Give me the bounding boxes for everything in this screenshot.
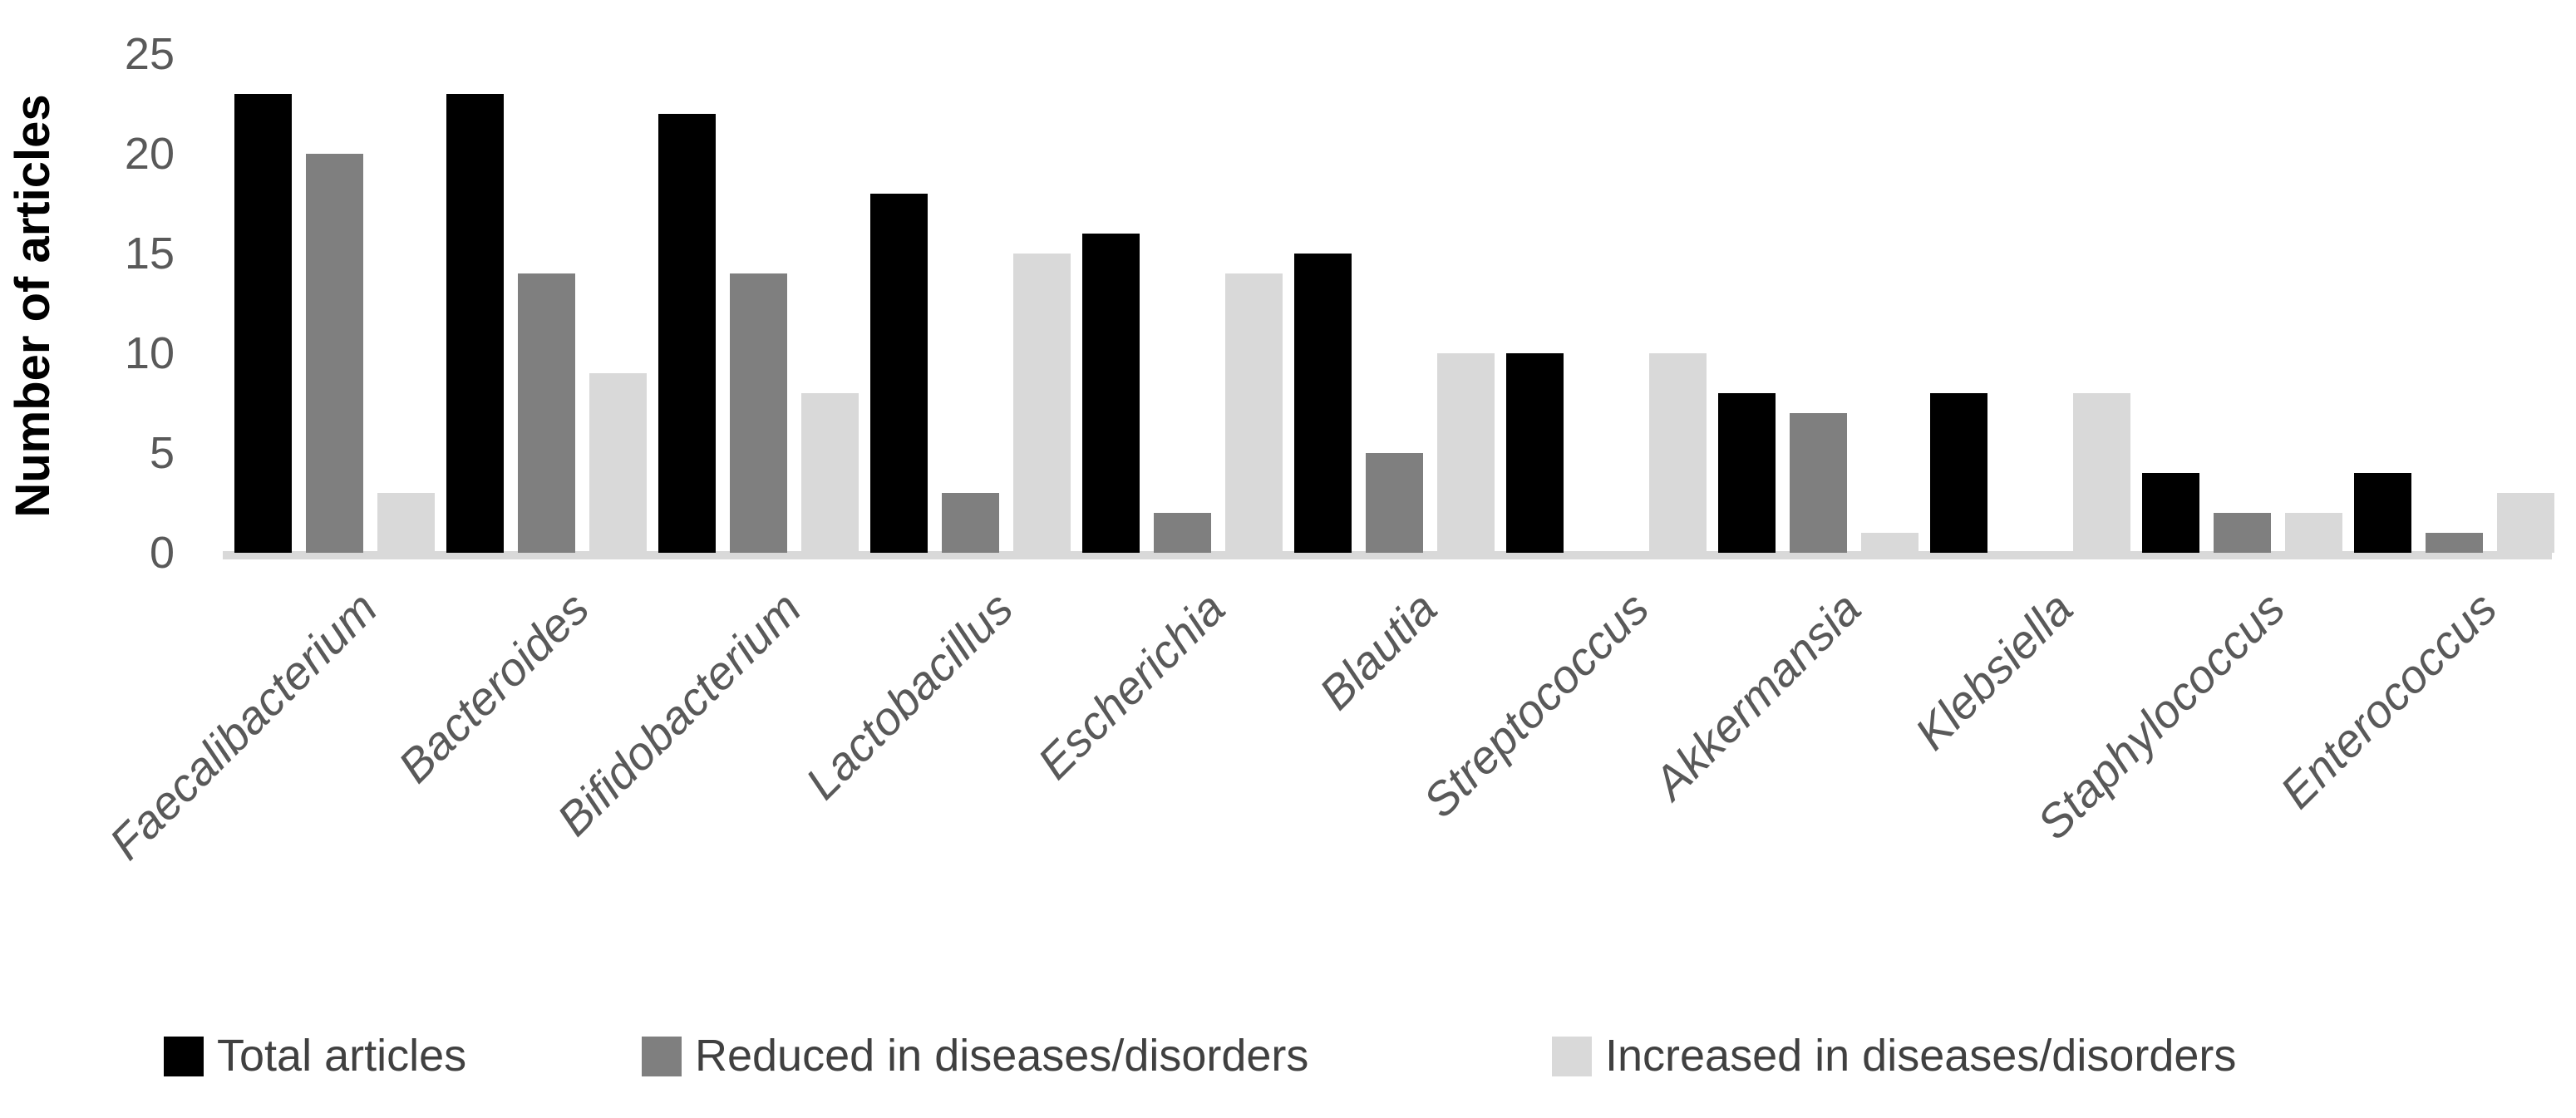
bar-total-enterococcus [2354,473,2411,553]
bar-increased-bacteroides [589,373,647,553]
x-category-label-faecalibacterium: Faecalibacterium [98,581,387,869]
x-category-label-enterococcus: Enterococcus [2269,581,2506,819]
bar-increased-faecalibacterium [377,493,435,553]
bar-total-faecalibacterium [234,94,292,553]
x-category-label-klebsiella: Klebsiella [1904,581,2082,760]
legend-swatch-icon [1552,1037,1592,1076]
bar-total-blautia [1294,254,1352,553]
legend-swatch-icon [642,1037,682,1076]
bar-total-lactobacillus [870,194,928,553]
bar-increased-streptococcus [1649,353,1707,553]
y-tick-label: 5 [149,428,175,478]
bar-reduced-akkermansia [1790,413,1847,553]
bar-increased-akkermansia [1861,533,1918,553]
bar-increased-lactobacillus [1013,254,1071,553]
bar-reduced-blautia [1366,453,1423,553]
x-category-label-bacteroides: Bacteroides [387,581,598,793]
x-axis-baseline [223,551,2552,559]
bar-reduced-staphylococcus [2214,513,2271,553]
bar-increased-staphylococcus [2285,513,2342,553]
bar-reduced-lactobacillus [942,493,999,553]
bar-increased-bifidobacterium [801,393,859,553]
x-category-label-blautia: Blautia [1308,581,1446,720]
legend-label: Increased in diseases/disorders [1605,1031,2237,1081]
legend-swatch-icon [164,1037,204,1076]
bar-increased-klebsiella [2073,393,2130,553]
y-tick-label: 20 [124,129,175,179]
bar-total-klebsiella [1930,393,1987,553]
bar-total-staphylococcus [2142,473,2199,553]
bar-total-akkermansia [1718,393,1776,553]
x-category-label-akkermansia: Akkermansia [1643,581,1870,810]
bar-reduced-enterococcus [2426,533,2483,553]
x-category-label-streptococcus: Streptococcus [1412,581,1658,828]
legend-label: Reduced in diseases/disorders [695,1031,1309,1081]
y-tick-label: 0 [149,528,175,578]
bar-total-bifidobacterium [658,114,716,553]
y-tick-label: 15 [124,229,175,278]
bar-reduced-escherichia [1154,513,1211,553]
bar-reduced-bifidobacterium [730,273,787,553]
y-tick-label: 25 [124,29,175,79]
x-category-label-escherichia: Escherichia [1027,581,1234,790]
bar-increased-enterococcus [2497,493,2554,553]
bar-increased-escherichia [1225,273,1283,553]
y-axis-title: Number of articles [6,94,60,518]
bar-reduced-faecalibacterium [306,154,363,553]
bar-reduced-bacteroides [518,273,575,553]
bar-total-bacteroides [446,94,504,553]
bar-total-escherichia [1082,234,1140,553]
x-category-label-staphylococcus: Staphylococcus [2027,581,2294,850]
legend-label: Total articles [217,1031,467,1081]
x-category-label-bifidobacterium: Bifidobacterium [546,581,810,846]
bar-total-streptococcus [1506,353,1564,553]
y-tick-label: 10 [124,328,175,378]
bar-increased-blautia [1437,353,1495,553]
x-category-label-lactobacillus: Lactobacillus [795,581,1022,810]
